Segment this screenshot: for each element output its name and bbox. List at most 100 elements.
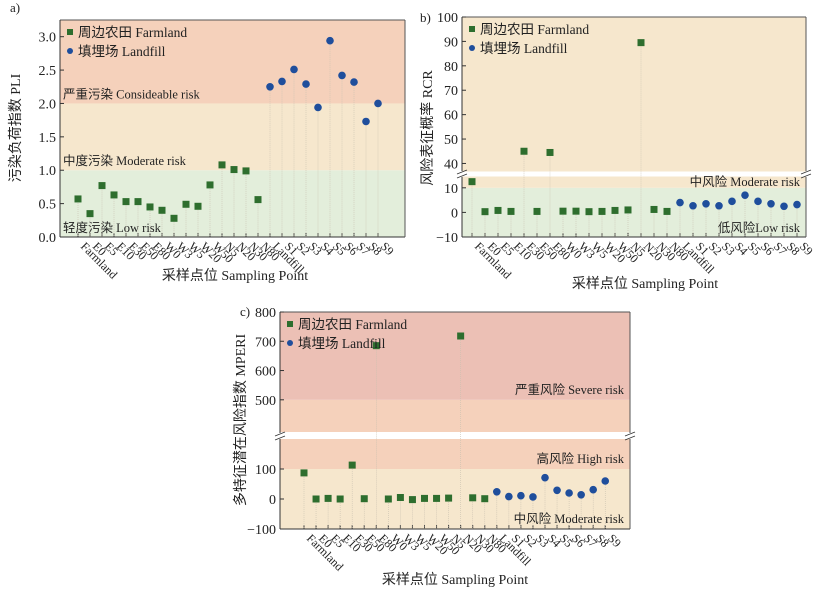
risk-band bbox=[280, 399, 630, 432]
panel-label: c) bbox=[240, 304, 250, 319]
data-point-landfill bbox=[505, 492, 513, 501]
data-point-landfill bbox=[266, 82, 274, 91]
data-point-landfill bbox=[728, 197, 736, 206]
data-point-farmland bbox=[194, 202, 202, 210]
data-point-farmland bbox=[469, 494, 477, 502]
data-point-farmland bbox=[98, 182, 106, 190]
axis-break-mark bbox=[800, 173, 812, 179]
x-axis-title: 采样点位 Sampling Point bbox=[382, 572, 528, 588]
y-tick-label: 600 bbox=[255, 365, 276, 380]
data-point-farmland bbox=[494, 206, 502, 214]
data-point-farmland bbox=[559, 207, 567, 215]
legend-marker-farmland bbox=[287, 321, 293, 327]
y-tick-label: 60 bbox=[444, 109, 458, 124]
data-point-landfill bbox=[290, 65, 298, 74]
chart-c: 中风险 Moderate risk 高风险 High risk 严重风险 Sever… bbox=[232, 304, 636, 588]
data-point-farmland bbox=[206, 181, 214, 189]
data-point-landfill bbox=[754, 197, 762, 206]
data-point-farmland bbox=[254, 196, 262, 204]
risk-band bbox=[280, 312, 630, 400]
legend-marker-landfill bbox=[469, 45, 475, 51]
y-tick-label: 1.5 bbox=[39, 131, 57, 146]
data-point-farmland bbox=[372, 342, 380, 350]
y-tick-label: 0 bbox=[269, 493, 276, 508]
legend-label: 填埋场 Landfill bbox=[480, 41, 568, 56]
risk-band bbox=[462, 17, 806, 172]
x-tick-label: S9 bbox=[378, 239, 397, 258]
y-tick-label: −100 bbox=[247, 523, 276, 538]
data-point-landfill bbox=[577, 491, 585, 499]
axis-break-mark bbox=[800, 169, 812, 175]
data-point-farmland bbox=[421, 494, 428, 502]
data-point-farmland bbox=[624, 206, 632, 214]
y-tick-label: 700 bbox=[255, 335, 276, 350]
x-tick-label: S9 bbox=[605, 531, 624, 550]
y-tick-label: 80 bbox=[444, 60, 458, 75]
data-point-farmland bbox=[572, 207, 580, 215]
panel-label: a) bbox=[10, 0, 20, 15]
data-point-landfill bbox=[589, 485, 597, 494]
legend-label: 周边农田 Farmland bbox=[298, 317, 407, 332]
data-point-landfill bbox=[741, 191, 749, 199]
data-point-farmland bbox=[218, 161, 226, 169]
y-axis-title: 多特征潜在风险指数 MPERI bbox=[232, 334, 249, 507]
axis-break-mark bbox=[624, 435, 636, 441]
legend-marker-farmland bbox=[67, 29, 73, 35]
chart-b: 低风险Low risk 中风险 Moderate risk −10 0 10 40 50 60… bbox=[419, 10, 816, 292]
data-point-farmland bbox=[242, 167, 250, 175]
data-point-landfill bbox=[676, 198, 684, 207]
y-tick-label: 1.0 bbox=[39, 164, 57, 179]
data-point-landfill bbox=[374, 99, 382, 108]
legend-label: 填埋场 Landfill bbox=[78, 44, 166, 59]
data-point-landfill bbox=[302, 80, 310, 88]
data-point-landfill bbox=[314, 103, 322, 112]
data-point-farmland bbox=[110, 191, 118, 199]
risk-band bbox=[60, 103, 405, 171]
legend-marker-landfill bbox=[287, 340, 293, 346]
data-point-farmland bbox=[507, 207, 515, 215]
data-point-farmland bbox=[396, 494, 404, 501]
y-tick-label: 0 bbox=[451, 206, 458, 221]
risk-band bbox=[280, 439, 630, 469]
legend-label: 周边农田 Farmland bbox=[480, 22, 589, 37]
y-tick-label: 70 bbox=[444, 84, 458, 99]
data-point-farmland bbox=[457, 332, 465, 340]
x-tick-label: S9 bbox=[797, 239, 816, 258]
risk-band bbox=[60, 170, 405, 237]
band-label: 轻度污染 Low risk bbox=[63, 220, 162, 235]
data-point-landfill bbox=[689, 201, 697, 210]
data-point-landfill bbox=[793, 200, 801, 209]
data-point-farmland bbox=[533, 207, 541, 215]
data-point-farmland bbox=[546, 148, 554, 156]
data-point-landfill bbox=[326, 36, 334, 45]
data-point-farmland bbox=[598, 207, 606, 215]
axis-break-gap bbox=[460, 171, 808, 177]
y-tick-label: −10 bbox=[436, 231, 458, 246]
legend-label: 填埋场 Landfill bbox=[298, 336, 386, 351]
data-point-farmland bbox=[146, 203, 154, 211]
data-point-farmland bbox=[182, 200, 190, 208]
x-axis-title: 采样点位 Sampling Point bbox=[572, 276, 718, 292]
y-tick-label: 50 bbox=[444, 133, 458, 148]
data-point-farmland bbox=[585, 208, 593, 216]
y-tick-label: 2.0 bbox=[39, 97, 57, 112]
band-label: 严重污染 Consideable risk bbox=[63, 86, 201, 101]
y-tick-label: 40 bbox=[444, 157, 458, 172]
data-point-farmland bbox=[408, 496, 416, 504]
y-axis-title: 污染负荷指数 PLI bbox=[8, 73, 24, 182]
y-tick-label: 100 bbox=[255, 463, 276, 478]
band-label: 中度污染 Moderate risk bbox=[63, 153, 187, 168]
legend-marker-landfill bbox=[67, 48, 73, 54]
y-tick-label: 2.5 bbox=[39, 64, 57, 79]
axis-break-mark bbox=[624, 431, 636, 437]
data-point-landfill bbox=[541, 473, 549, 482]
data-point-farmland bbox=[336, 495, 344, 503]
axis-break-mark bbox=[456, 169, 468, 175]
legend-label: 周边农田 Farmland bbox=[78, 25, 187, 40]
band-label: 严重风险 Severe risk bbox=[515, 382, 625, 397]
band-label: 低风险Low risk bbox=[718, 220, 801, 235]
band-label: 中风险 Moderate risk bbox=[690, 174, 801, 189]
data-point-farmland bbox=[300, 469, 308, 477]
data-point-farmland bbox=[158, 206, 166, 214]
